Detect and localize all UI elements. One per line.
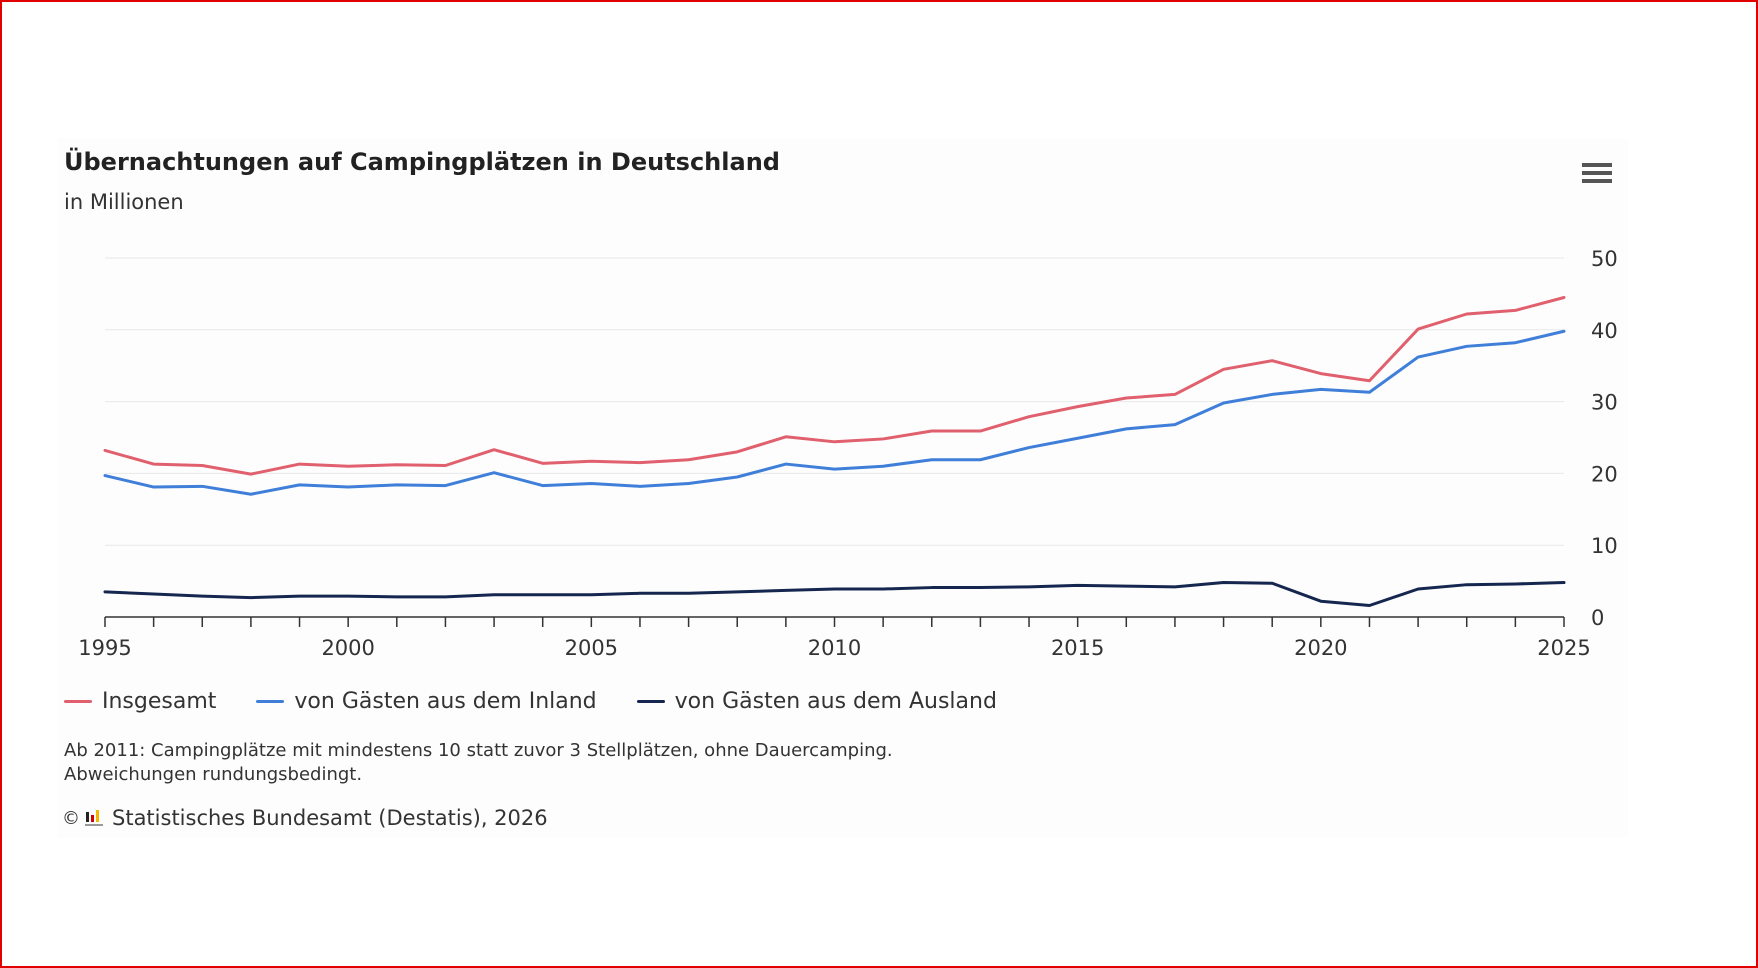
destatis-logo-icon xyxy=(84,808,106,828)
legend-item-ausland[interactable]: von Gästen aus dem Ausland xyxy=(636,688,997,714)
series-line-1[interactable] xyxy=(103,329,1566,496)
grid-lines xyxy=(105,257,1564,546)
x-tick-label: 2005 xyxy=(565,636,618,660)
y-tick-label: 50 xyxy=(1591,247,1618,271)
y-tick-label: 20 xyxy=(1591,462,1618,486)
legend-item-insgesamt[interactable]: Insgesamt xyxy=(64,689,216,714)
credit-text: Statistisches Bundesamt (Destatis), 2026 xyxy=(112,806,548,830)
series-line-0[interactable] xyxy=(103,295,1566,476)
hamburger-menu-icon[interactable] xyxy=(1580,160,1614,190)
data-series xyxy=(103,295,1566,608)
menu-bar xyxy=(1582,171,1612,175)
x-tick-label: 2010 xyxy=(808,636,861,660)
legend-label: Insgesamt xyxy=(102,688,217,714)
chart-note-rundung: Abweichungen rundungsbedingt. xyxy=(64,764,363,785)
x-axis-labels: 1995 2000 2005 2010 2015 2020 2025 xyxy=(78,636,1590,660)
x-tick-label: 2000 xyxy=(321,636,374,660)
legend-swatch xyxy=(256,699,285,703)
chart-subtitle: in Millionen xyxy=(64,190,184,214)
y-tick-label: 40 xyxy=(1591,319,1618,343)
menu-bar xyxy=(1582,163,1612,167)
chart-card xyxy=(58,138,1628,838)
chart-credit: © Statistisches Bundesamt (Destatis), 20… xyxy=(62,806,548,830)
legend-swatch xyxy=(636,699,665,703)
y-axis-labels: 0 10 20 30 40 50 xyxy=(1591,247,1618,630)
copyright-symbol: © xyxy=(62,807,80,829)
x-tick-label: 1995 xyxy=(78,636,131,660)
y-tick-label: 30 xyxy=(1591,391,1618,415)
x-tick-label: 2020 xyxy=(1294,636,1347,660)
legend-item-inland[interactable]: von Gästen aus dem Inland xyxy=(256,688,597,714)
legend-swatch xyxy=(64,699,92,703)
legend-label: von Gästen aus dem Ausland xyxy=(674,688,997,714)
chart-title: Übernachtungen auf Campingplätzen in Deu… xyxy=(64,148,780,176)
x-tick-label: 2025 xyxy=(1537,636,1590,660)
legend-label: von Gästen aus dem Inland xyxy=(294,688,597,714)
y-tick-label: 0 xyxy=(1591,606,1604,630)
y-tick-label: 10 xyxy=(1591,534,1618,558)
x-tick-label: 2015 xyxy=(1051,636,1104,660)
menu-bar xyxy=(1582,179,1612,183)
chart-legend: Insgesamt von Gästen aus dem Inland von … xyxy=(64,686,1037,716)
chart-note-stellplaetze: Ab 2011: Campingplätze mit mindestens 10… xyxy=(64,740,893,761)
series-line-2[interactable] xyxy=(103,581,1566,608)
x-axis xyxy=(104,616,1565,627)
